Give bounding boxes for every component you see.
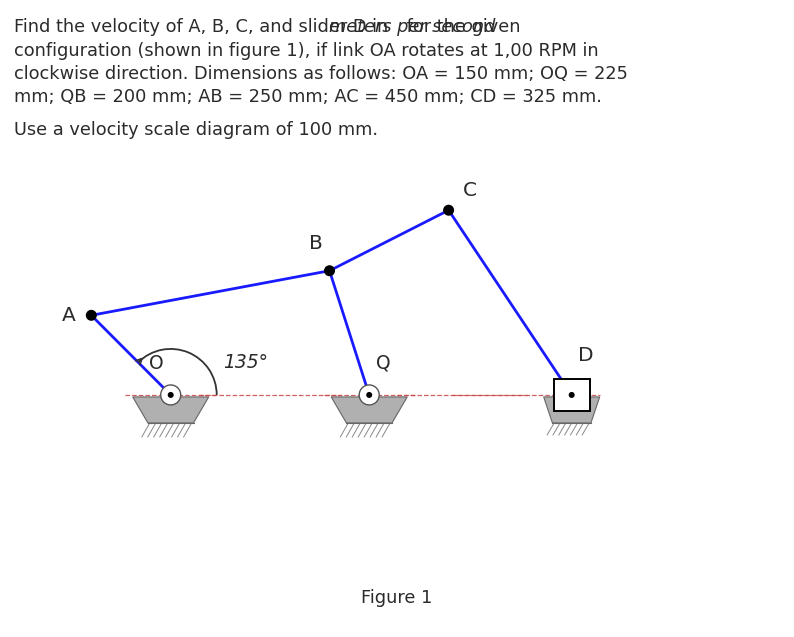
Text: configuration (shown in figure 1), if link OA rotates at 1,00 RPM in: configuration (shown in figure 1), if li… — [14, 41, 599, 59]
Circle shape — [569, 392, 575, 398]
Polygon shape — [331, 397, 407, 423]
Text: meters per second: meters per second — [329, 18, 495, 36]
Circle shape — [443, 204, 454, 216]
Circle shape — [324, 265, 335, 276]
Text: B: B — [309, 234, 322, 253]
Text: 135°: 135° — [222, 354, 268, 373]
Circle shape — [366, 392, 372, 398]
Bar — [553, 379, 590, 411]
Circle shape — [86, 310, 97, 321]
Polygon shape — [544, 397, 599, 423]
Text: O: O — [149, 354, 164, 373]
Polygon shape — [133, 397, 209, 423]
Text: C: C — [463, 181, 476, 200]
Circle shape — [168, 392, 174, 398]
Text: for the given: for the given — [401, 18, 521, 36]
Text: Figure 1: Figure 1 — [361, 589, 433, 607]
Circle shape — [359, 385, 380, 405]
Text: clockwise direction. Dimensions as follows: OA = 150 mm; OQ = 225: clockwise direction. Dimensions as follo… — [14, 65, 628, 83]
Text: mm; QB = 200 mm; AB = 250 mm; AC = 450 mm; CD = 325 mm.: mm; QB = 200 mm; AB = 250 mm; AC = 450 m… — [14, 89, 602, 106]
Text: Find the velocity of A, B, C, and slider D in: Find the velocity of A, B, C, and slider… — [14, 18, 394, 36]
Text: D: D — [578, 346, 593, 365]
Circle shape — [160, 385, 181, 405]
Text: Q: Q — [376, 354, 391, 373]
Text: Use a velocity scale diagram of 100 mm.: Use a velocity scale diagram of 100 mm. — [14, 122, 378, 140]
Text: A: A — [62, 306, 75, 325]
